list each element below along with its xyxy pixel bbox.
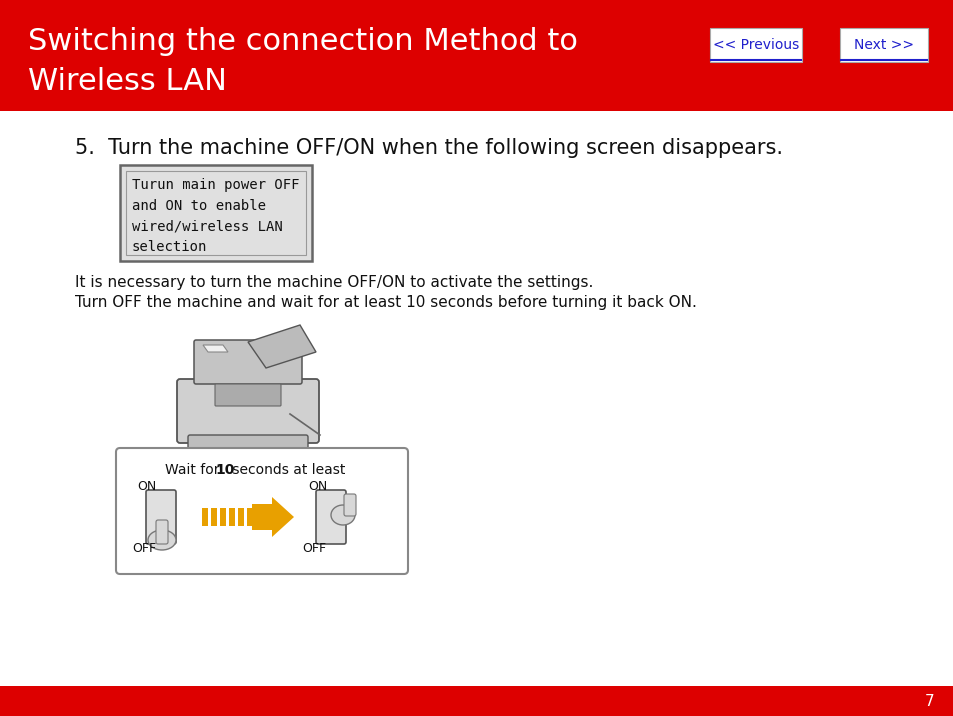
FancyBboxPatch shape [229, 508, 234, 526]
FancyBboxPatch shape [211, 508, 216, 526]
FancyBboxPatch shape [202, 508, 208, 526]
FancyBboxPatch shape [315, 490, 346, 544]
Text: Wait for: Wait for [165, 463, 224, 477]
Text: 10: 10 [214, 463, 234, 477]
Text: Next >>: Next >> [853, 38, 913, 52]
FancyBboxPatch shape [344, 494, 355, 516]
FancyBboxPatch shape [214, 384, 281, 406]
Text: Wireless LAN: Wireless LAN [28, 67, 227, 97]
Text: OFF: OFF [132, 541, 156, 554]
Text: ON: ON [137, 480, 156, 493]
Text: 5.  Turn the machine OFF/ON when the following screen disappears.: 5. Turn the machine OFF/ON when the foll… [75, 138, 782, 158]
FancyBboxPatch shape [0, 686, 953, 716]
Polygon shape [248, 325, 315, 368]
FancyBboxPatch shape [146, 490, 175, 544]
FancyBboxPatch shape [840, 28, 927, 62]
FancyBboxPatch shape [126, 171, 306, 255]
Text: It is necessary to turn the machine OFF/ON to activate the settings.: It is necessary to turn the machine OFF/… [75, 274, 593, 289]
FancyBboxPatch shape [188, 435, 308, 454]
Text: << Previous: << Previous [712, 38, 799, 52]
FancyBboxPatch shape [193, 340, 302, 384]
FancyBboxPatch shape [116, 448, 408, 574]
FancyBboxPatch shape [177, 379, 318, 443]
FancyBboxPatch shape [120, 165, 312, 261]
FancyBboxPatch shape [247, 508, 253, 526]
FancyBboxPatch shape [237, 508, 244, 526]
Text: Turn OFF the machine and wait for at least 10 seconds before turning it back ON.: Turn OFF the machine and wait for at lea… [75, 294, 696, 309]
Text: OFF: OFF [302, 541, 326, 554]
FancyBboxPatch shape [0, 0, 953, 111]
Ellipse shape [148, 530, 175, 550]
Text: 7: 7 [924, 694, 934, 709]
Polygon shape [203, 345, 228, 352]
FancyBboxPatch shape [709, 28, 801, 62]
Text: Turun main power OFF
and ON to enable
wired/wireless LAN
selection: Turun main power OFF and ON to enable wi… [132, 178, 299, 253]
Text: seconds at least: seconds at least [228, 463, 345, 477]
Ellipse shape [331, 505, 355, 525]
FancyBboxPatch shape [252, 504, 272, 530]
Text: Switching the connection Method to: Switching the connection Method to [28, 27, 578, 57]
FancyBboxPatch shape [220, 508, 226, 526]
FancyBboxPatch shape [156, 520, 168, 544]
Polygon shape [272, 497, 294, 537]
Text: ON: ON [308, 480, 327, 493]
